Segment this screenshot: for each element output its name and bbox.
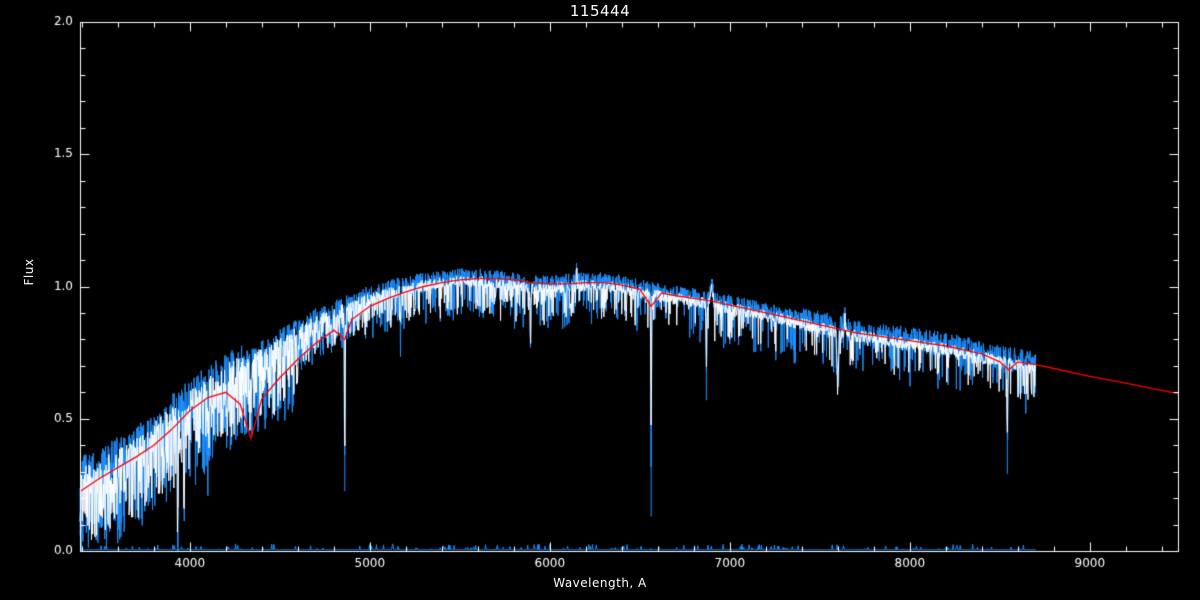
spectrum-plot: 115444 Wavelength, A Flux: [0, 0, 1200, 600]
spectrum-canvas: [0, 0, 1200, 600]
